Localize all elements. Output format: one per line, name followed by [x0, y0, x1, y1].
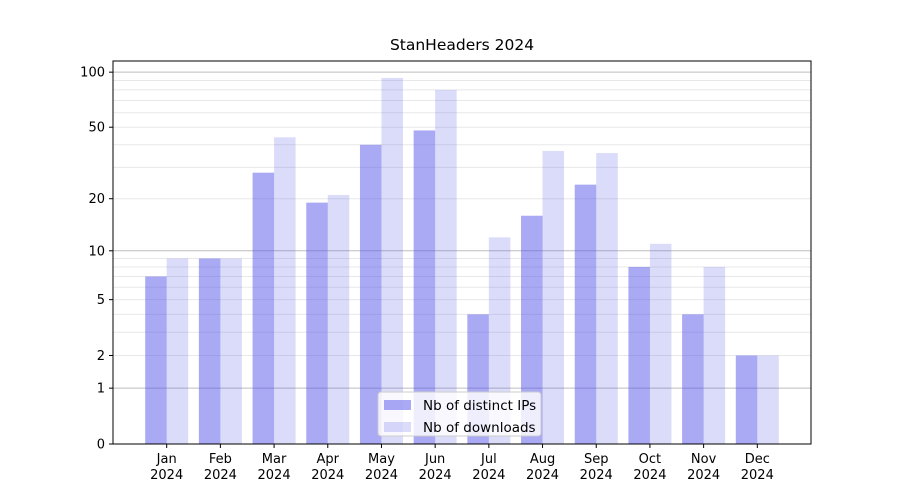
x-tick-label-year: 2024 [419, 468, 452, 483]
x-tick-label-year: 2024 [204, 468, 237, 483]
y-tick-label: 1 [97, 382, 105, 397]
x-tick-label-month: Oct [639, 452, 661, 467]
y-tick-label: 0 [97, 438, 105, 453]
bar [435, 89, 457, 444]
y-tick-label: 10 [88, 244, 105, 259]
legend-swatch [384, 422, 411, 432]
x-tick-label-year: 2024 [741, 468, 774, 483]
legend-box [377, 391, 542, 437]
bar [252, 172, 275, 444]
x-tick-label-year: 2024 [633, 468, 666, 483]
bar [220, 258, 242, 444]
x-tick-label-month: Aug [530, 452, 555, 467]
x-tick-label-month: Apr [317, 452, 340, 467]
x-tick-label-month: Dec [745, 452, 770, 467]
bar [703, 266, 726, 444]
x-tick-label-year: 2024 [472, 468, 505, 483]
bar [198, 258, 221, 444]
bar [649, 243, 672, 444]
bar [381, 77, 403, 445]
bar [757, 355, 779, 444]
x-tick-label-month: Jul [480, 452, 497, 467]
legend-swatch [384, 400, 411, 410]
x-tick-label-month: Sep [584, 452, 609, 467]
legend-label: Nb of downloads [423, 420, 536, 436]
y-tick-label: 100 [80, 66, 105, 81]
bar [574, 184, 597, 444]
x-tick-label-month: Jun [424, 452, 445, 467]
x-tick-label-year: 2024 [580, 468, 613, 483]
x-tick-label-year: 2024 [365, 468, 398, 483]
bar [628, 266, 650, 444]
x-tick-label-year: 2024 [258, 468, 291, 483]
y-tick-label: 2 [97, 349, 105, 364]
x-tick-label-month: Nov [691, 452, 717, 467]
chart-title: StanHeaders 2024 [389, 36, 535, 54]
bar [542, 150, 565, 444]
bar [735, 355, 758, 444]
x-tick-label-year: 2024 [311, 468, 344, 483]
plot-border [112, 60, 812, 445]
bar [359, 144, 382, 444]
y-tick-label: 5 [97, 293, 105, 308]
bar [274, 137, 296, 444]
bar [166, 258, 189, 444]
bar [596, 153, 618, 444]
x-tick-label-year: 2024 [687, 468, 720, 483]
x-tick-label-year: 2024 [526, 468, 559, 483]
bar [413, 130, 436, 444]
x-tick-label-year: 2024 [150, 468, 183, 483]
x-tick-label-month: Jan [156, 452, 177, 467]
bar [682, 314, 704, 444]
x-tick-label-month: May [368, 452, 395, 467]
x-tick-label-month: Feb [209, 452, 232, 467]
bar [306, 202, 328, 444]
y-tick-label: 50 [88, 121, 105, 136]
legend-label: Nb of distinct IPs [423, 398, 536, 414]
x-tick-label-month: Mar [262, 452, 287, 467]
bar [145, 276, 167, 444]
bar [327, 194, 350, 444]
bar [521, 215, 543, 444]
y-tick-label: 20 [88, 192, 105, 207]
